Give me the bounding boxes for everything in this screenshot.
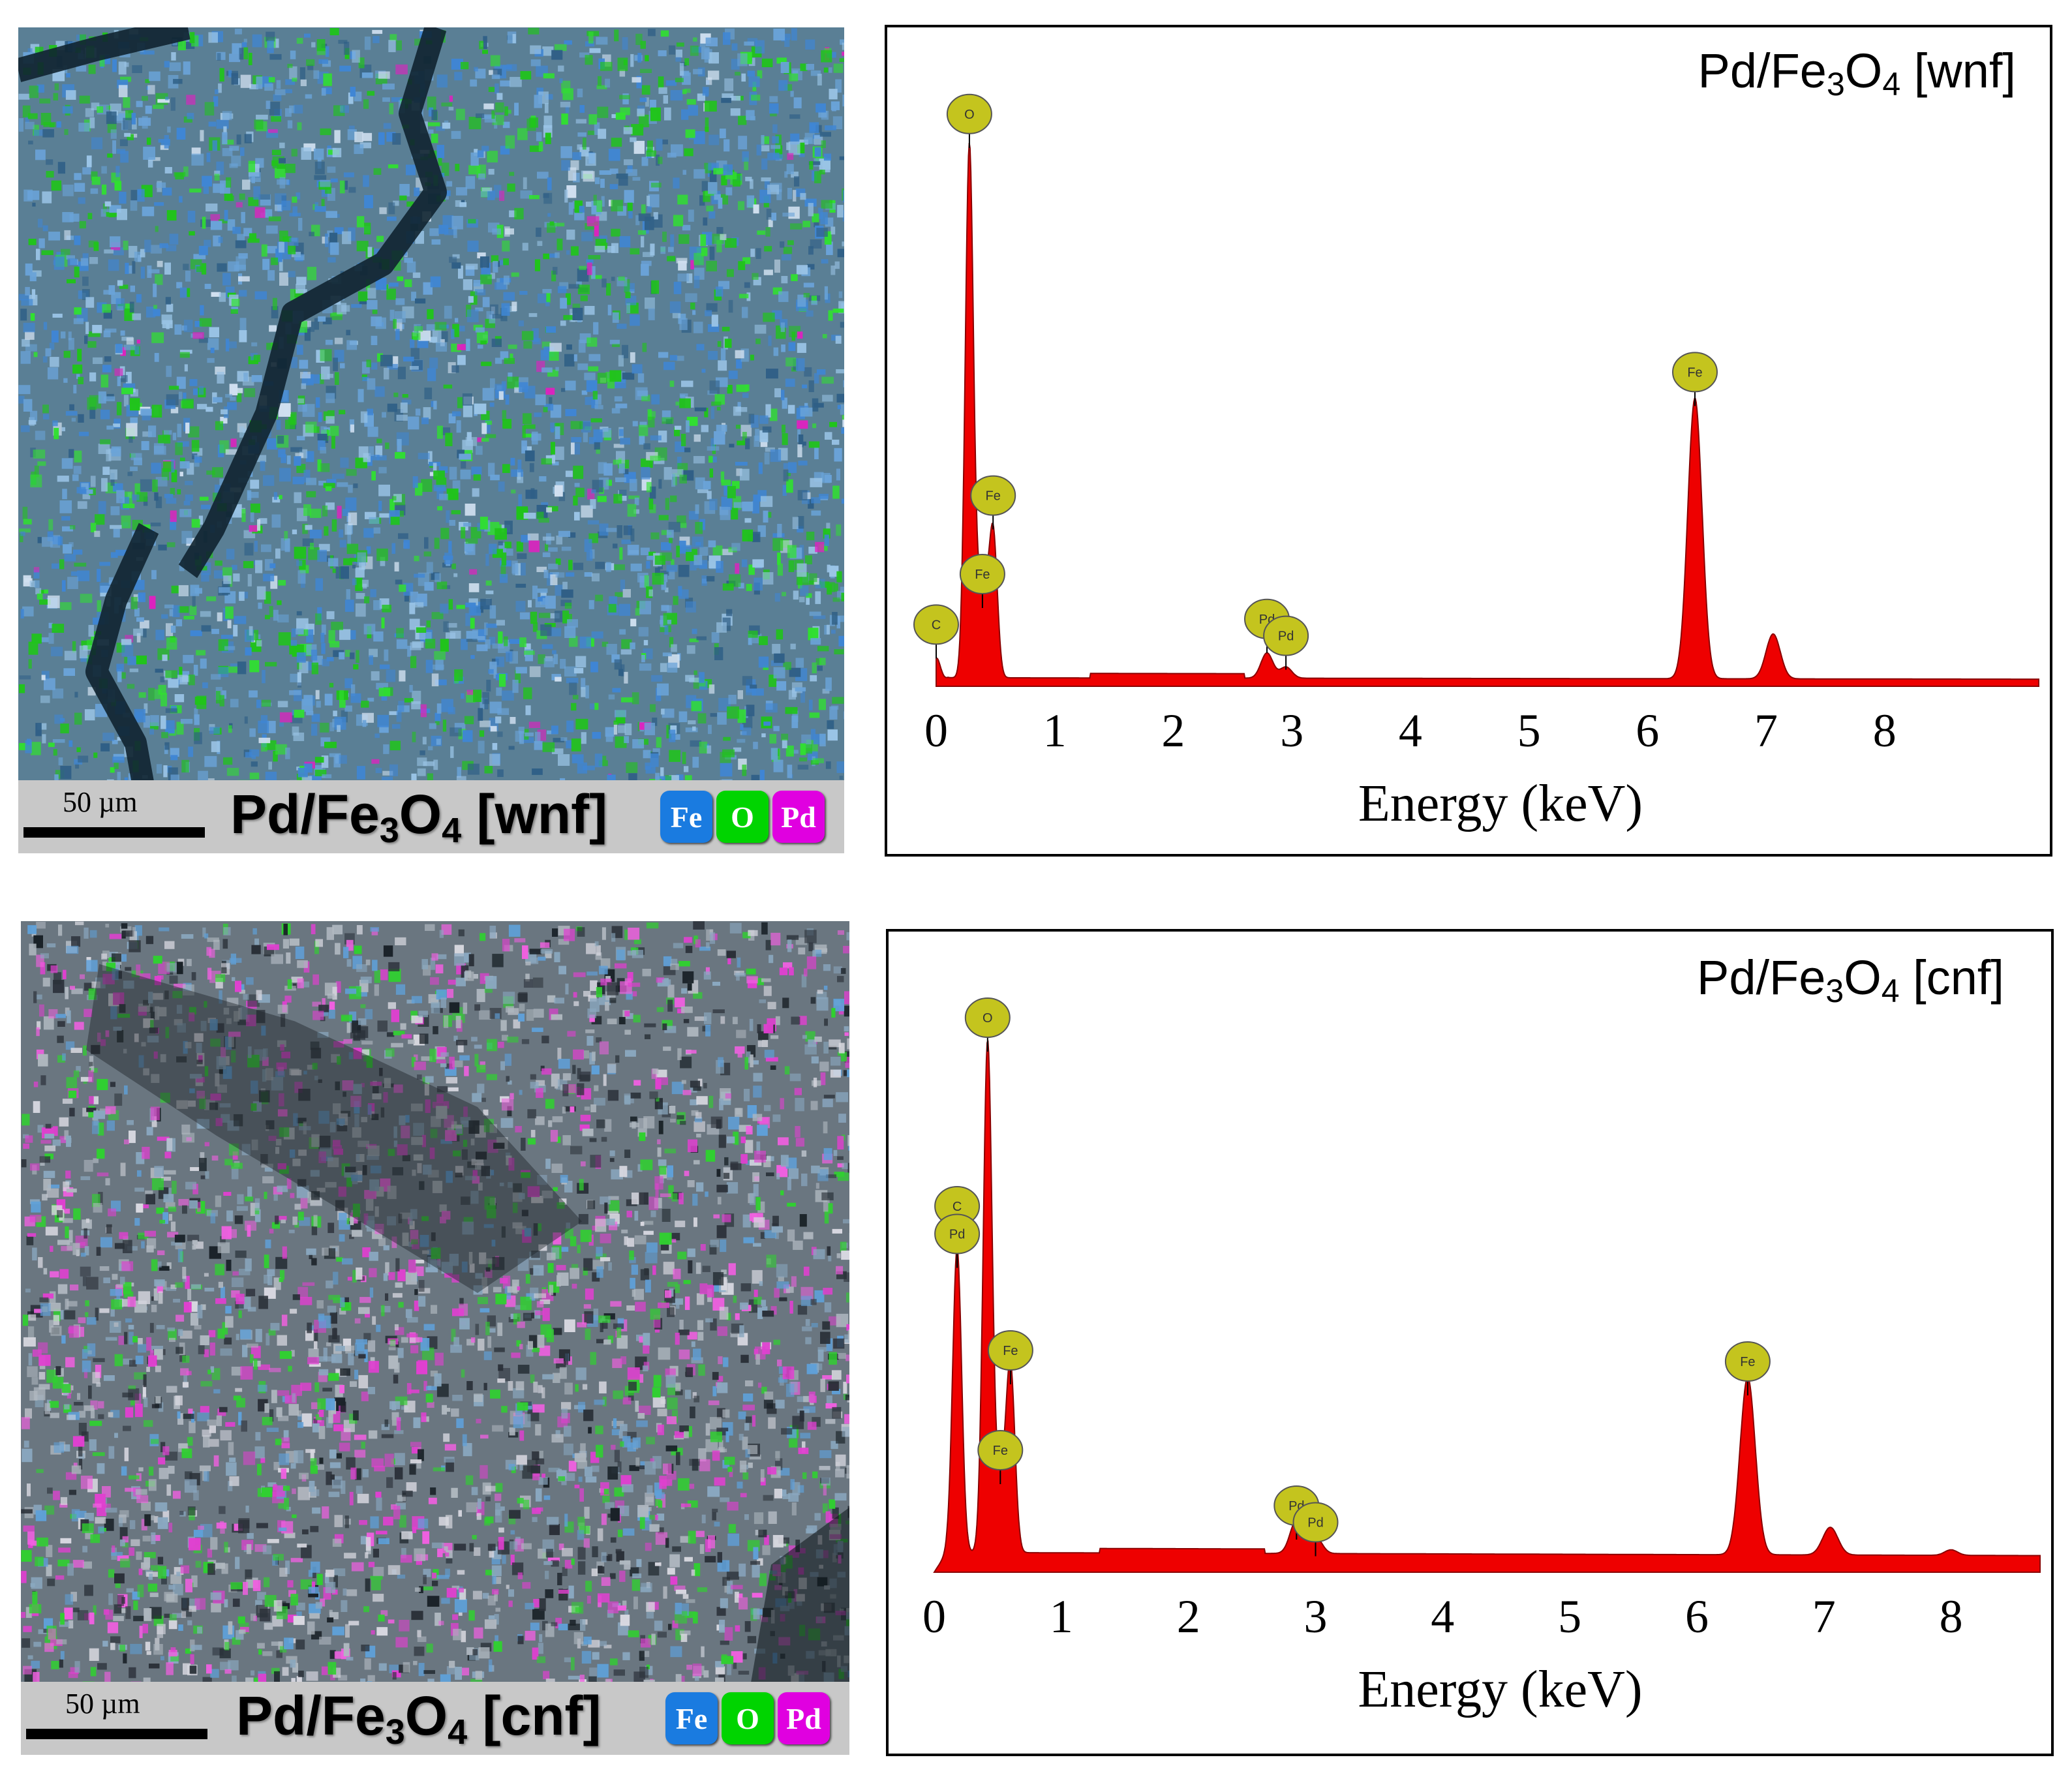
legend-fe: Fe: [665, 1692, 718, 1744]
peak-marker-fe: Fe: [987, 1330, 1033, 1384]
peak-marker-pd: Pd: [934, 1213, 981, 1268]
elemental-map-wnf: 50 µm Pd/Fe3O4 [wnf] Fe O Pd: [18, 27, 844, 853]
spectrum-title: Pd/Fe3O4 [wnf]: [1698, 44, 2016, 102]
svg-text:Fe: Fe: [986, 489, 1001, 504]
peak-marker-fe: Fe: [1672, 352, 1718, 406]
map-footer: 50 µm Pd/Fe3O4 [cnf] Fe O Pd: [21, 1682, 849, 1755]
peak-marker-pd: Pd: [1292, 1502, 1339, 1557]
svg-text:C: C: [932, 618, 941, 632]
x-tick-label: 7: [1754, 705, 1778, 757]
peak-marker-fe: Fe: [977, 1430, 1024, 1484]
map-texture: [18, 27, 844, 853]
peak-marker-fe: Fe: [959, 554, 1005, 608]
legend-fe: Fe: [660, 791, 712, 843]
map-footer: 50 µm Pd/Fe3O4 [wnf] Fe O Pd: [18, 780, 844, 853]
legend-o: O: [716, 791, 769, 843]
svg-text:O: O: [964, 108, 975, 122]
peak-marker-fe: Fe: [1724, 1341, 1771, 1395]
x-tick-label: 0: [924, 705, 948, 757]
scale-bar: [26, 1729, 207, 1739]
spectrum-area: [936, 142, 2039, 687]
x-axis-label: Energy (keV): [1358, 1661, 1642, 1718]
legend-o: O: [722, 1692, 774, 1744]
x-tick-label: 2: [1177, 1590, 1200, 1643]
x-tick-label: 5: [1558, 1590, 1581, 1643]
elemental-map-cnf: 50 µm Pd/Fe3O4 [cnf] Fe O Pd: [21, 921, 849, 1755]
spectrum-title: Pd/Fe3O4 [cnf]: [1696, 950, 2004, 1009]
scale-label: 50 µm: [63, 786, 138, 818]
x-tick-label: 0: [922, 1590, 946, 1643]
peak-marker-c: C: [913, 604, 959, 659]
x-tick-label: 6: [1685, 1590, 1709, 1643]
eds-spectrum-wnf: 0 1 2 3 4 5 6 7 8 Energy (keV) O Fe Fe Fe C Pd Pd Pd/Fe3…: [885, 25, 2052, 857]
x-tick-label: 3: [1280, 705, 1303, 757]
x-axis-label: Energy (keV): [1358, 775, 1643, 832]
peak-marker-o: O: [946, 93, 992, 148]
x-tick-label: 5: [1517, 705, 1541, 757]
svg-text:Fe: Fe: [1687, 365, 1702, 380]
map-title: Pd/Fe3O4 [cnf]: [236, 1685, 602, 1752]
legend-pd: Pd: [778, 1692, 830, 1744]
legend-pd: Pd: [772, 791, 825, 843]
svg-text:Pd: Pd: [1278, 630, 1294, 644]
x-tick-label: 1: [1050, 1590, 1073, 1643]
peak-marker-o: O: [964, 997, 1011, 1052]
spectrum-area: [933, 1040, 2041, 1573]
peak-marker-pd: Pd: [1263, 615, 1309, 670]
x-tick-label: 8: [1940, 1590, 1963, 1643]
x-tick-label: 4: [1431, 1590, 1454, 1643]
peak-marker-c: C: [934, 1186, 981, 1240]
x-tick-label: 1: [1043, 705, 1067, 757]
scale-bar: [23, 827, 205, 838]
eds-spectrum-cnf: 0 1 2 3 4 5 6 7 8 Energy (keV) O C Pd Fe Fe Fe Pd Pd Pd/F…: [886, 929, 2054, 1756]
scale-label: 50 µm: [65, 1688, 140, 1720]
x-tick-label: 2: [1161, 705, 1185, 757]
x-tick-label: 3: [1304, 1590, 1328, 1643]
x-tick-label: 7: [1812, 1590, 1836, 1643]
peak-marker-fe: Fe: [970, 475, 1016, 530]
map-texture: [21, 921, 849, 1755]
x-tick-label: 6: [1636, 705, 1659, 757]
map-title: Pd/Fe3O4 [wnf]: [230, 783, 608, 850]
x-tick-label: 4: [1399, 705, 1422, 757]
x-tick-label: 8: [1873, 705, 1897, 757]
svg-text:Fe: Fe: [975, 568, 990, 582]
